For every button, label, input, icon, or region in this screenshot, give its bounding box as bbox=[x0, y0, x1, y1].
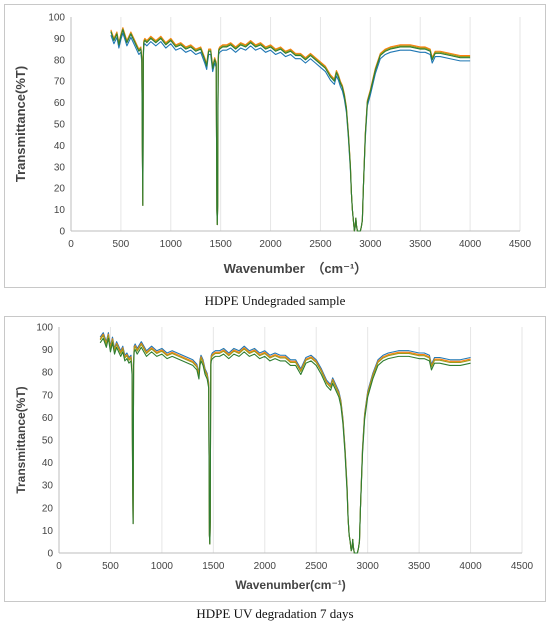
y-tick-label: 50 bbox=[54, 120, 66, 131]
series-line bbox=[99, 337, 471, 554]
x-tick-label: 4500 bbox=[509, 239, 532, 250]
y-tick-label: 100 bbox=[36, 323, 53, 334]
x-tick-label: 4500 bbox=[511, 561, 534, 572]
x-tick-label: 3500 bbox=[408, 561, 431, 572]
ftir-chart-undegraded: 0 500 1000 1500 2000 2500 3000 3500 4000 4500 0 10 2… bbox=[13, 13, 532, 277]
x-tick-label: 3000 bbox=[359, 239, 382, 250]
y-tick-label: 60 bbox=[42, 413, 54, 424]
x-axis-label: Wavenumber （cm⁻¹） bbox=[224, 261, 368, 276]
y-tick-label: 70 bbox=[54, 77, 66, 88]
x-tick-label: 3500 bbox=[409, 239, 432, 250]
y-tick-label: 40 bbox=[54, 141, 66, 152]
y-tick-label: 40 bbox=[42, 458, 54, 469]
y-tick-label: 20 bbox=[54, 184, 66, 195]
y-tick-label: 90 bbox=[42, 345, 54, 356]
series-line bbox=[110, 32, 471, 232]
x-tick-label: 500 bbox=[102, 561, 119, 572]
y-tick-label: 70 bbox=[42, 390, 54, 401]
series-line bbox=[110, 29, 471, 232]
y-axis-label: Transmittance(%T) bbox=[14, 386, 28, 493]
x-tick-label: 3000 bbox=[357, 561, 380, 572]
y-tick-label: 80 bbox=[54, 55, 66, 66]
x-tick-label: 2000 bbox=[259, 239, 282, 250]
y-tick-label: 30 bbox=[42, 481, 54, 492]
x-tick-label: 500 bbox=[113, 239, 130, 250]
y-tick-label: 20 bbox=[42, 503, 54, 514]
series-line bbox=[110, 27, 471, 232]
ftir-chart-uv-7-days: 0 500 1000 1500 2000 2500 3000 3500 4000 4500 0 10 2… bbox=[14, 323, 534, 593]
x-tick-label: 1500 bbox=[210, 239, 233, 250]
series-line bbox=[99, 332, 471, 554]
series-line bbox=[99, 333, 471, 554]
x-tick-label: 4000 bbox=[459, 561, 482, 572]
y-tick-label: 60 bbox=[54, 98, 66, 109]
y-tick-label: 0 bbox=[59, 227, 65, 238]
y-tick-label: 80 bbox=[42, 368, 54, 379]
x-tick-label: 0 bbox=[56, 561, 62, 572]
y-tick-label: 0 bbox=[47, 549, 53, 560]
x-tick-label: 2000 bbox=[254, 561, 277, 572]
y-axis-label: Transmittance(%T) bbox=[13, 66, 28, 182]
caption-uv-7-days: HDPE UV degradation 7 days bbox=[196, 606, 354, 621]
x-tick-label: 0 bbox=[68, 239, 74, 250]
x-tick-label: 2500 bbox=[309, 239, 332, 250]
caption-undegraded: HDPE Undegraded sample bbox=[204, 293, 346, 308]
y-tick-label: 100 bbox=[48, 13, 65, 24]
y-tick-label: 10 bbox=[54, 205, 66, 216]
y-tick-label: 50 bbox=[42, 436, 54, 447]
x-tick-label: 4000 bbox=[459, 239, 482, 250]
x-tick-label: 1000 bbox=[151, 561, 174, 572]
x-axis-label: Wavenumber(cm⁻¹) bbox=[235, 578, 346, 592]
x-tick-label: 1000 bbox=[160, 239, 183, 250]
series-line bbox=[99, 334, 471, 554]
series-line bbox=[110, 28, 471, 232]
x-tick-label: 2500 bbox=[305, 561, 328, 572]
chart-panel-undegraded: 0 500 1000 1500 2000 2500 3000 3500 4000 4500 0 10 2… bbox=[4, 4, 546, 288]
y-tick-label: 90 bbox=[54, 34, 66, 45]
y-tick-label: 30 bbox=[54, 162, 66, 173]
chart-panel-uv-7-days: 0 500 1000 1500 2000 2500 3000 3500 4000 4500 0 10 2… bbox=[4, 316, 546, 602]
x-tick-label: 1500 bbox=[202, 561, 225, 572]
y-tick-label: 10 bbox=[42, 526, 54, 537]
